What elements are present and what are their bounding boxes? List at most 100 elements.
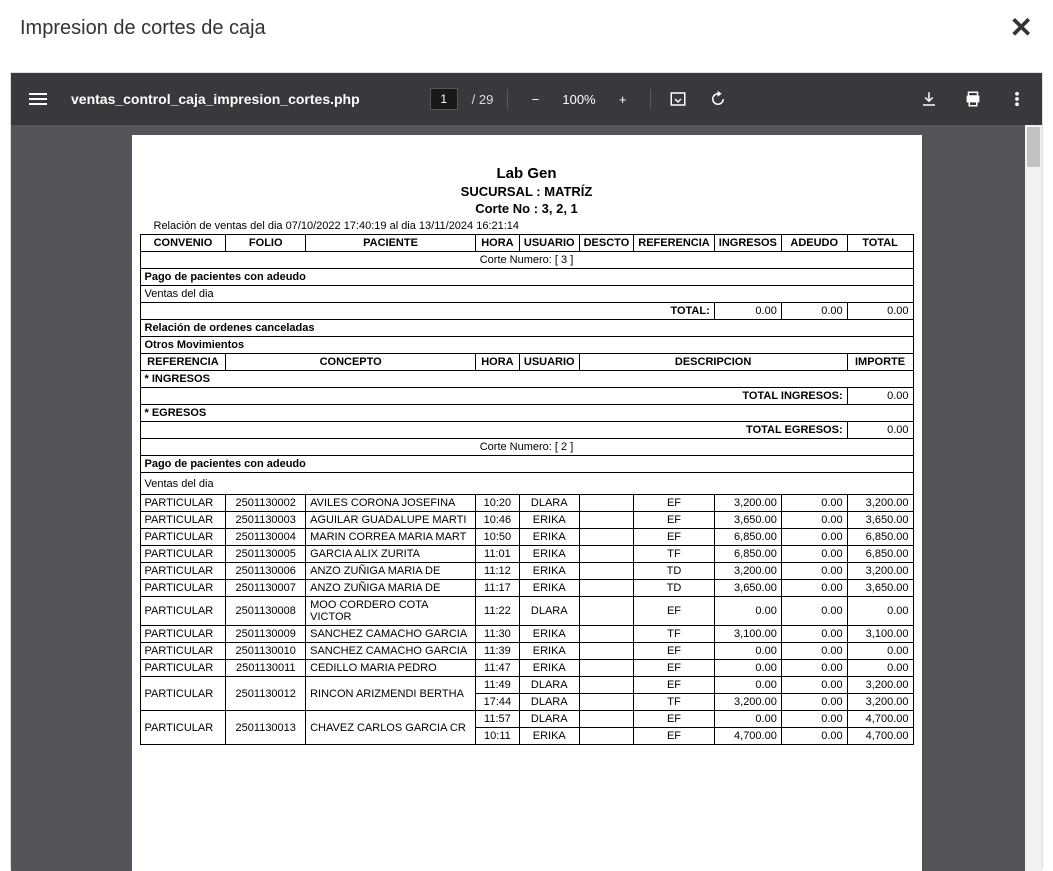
cell-convenio: PARTICULAR (140, 580, 226, 597)
cell-ref: EF (634, 711, 715, 728)
cell-adeudo: 0.00 (781, 677, 847, 694)
cell-folio: 2501130008 (226, 597, 306, 626)
col-descto: DESCTO (579, 235, 634, 252)
cell-convenio: PARTICULAR (140, 512, 226, 529)
cell-folio: 2501130006 (226, 563, 306, 580)
zoom-out-button[interactable]: − (522, 86, 548, 112)
print-icon[interactable] (960, 86, 986, 112)
cell-hora: 11:22 (475, 597, 519, 626)
cell-folio: 2501130003 (226, 512, 306, 529)
mov-col-usuario: USUARIO (519, 354, 579, 371)
cell-usuario: ERIKA (519, 728, 579, 745)
cell-ref: EF (634, 529, 715, 546)
cell-folio: 2501130012 (226, 677, 306, 711)
cell-total: 6,850.00 (847, 546, 913, 563)
cell-paciente: MOO CORDERO COTA VICTOR (306, 597, 476, 626)
cell-convenio: PARTICULAR (140, 529, 226, 546)
separator (650, 89, 651, 109)
close-icon[interactable]: ✕ (1010, 14, 1033, 42)
cell-paciente: SANCHEZ CAMACHO GARCIA (306, 626, 476, 643)
menu-icon[interactable] (23, 87, 53, 111)
cell-convenio: PARTICULAR (140, 495, 226, 512)
cell-ingresos: 0.00 (714, 660, 781, 677)
cell-usuario: DLARA (519, 694, 579, 711)
cell-ingresos: 4,700.00 (714, 728, 781, 745)
doc-corte-no: Corte No : 3, 2, 1 (140, 201, 914, 216)
pdf-body[interactable]: Lab Gen SUCURSAL : MATRÍZ Corte No : 3, … (11, 125, 1042, 871)
cell-adeudo: 0.00 (781, 694, 847, 711)
col-adeudo: ADEUDO (781, 235, 847, 252)
cell-adeudo: 0.00 (781, 626, 847, 643)
cell-hora: 10:50 (475, 529, 519, 546)
report-table: CONVENIO FOLIO PACIENTE HORA USUARIO DES… (140, 234, 914, 745)
cell-convenio: PARTICULAR (140, 660, 226, 677)
cell-ref: EF (634, 643, 715, 660)
total-adeudo-value: 0.00 (781, 303, 847, 320)
cell-folio: 2501130004 (226, 529, 306, 546)
cell-paciente: RINCON ARIZMENDI BERTHA (306, 677, 476, 711)
modal-title: Impresion de cortes de caja (20, 17, 266, 40)
cell-total: 4,700.00 (847, 728, 913, 745)
cell-descto (579, 495, 634, 512)
section-canceladas: Relación de ordenes canceladas (140, 320, 913, 337)
cell-ref: TF (634, 546, 715, 563)
cell-ref: TF (634, 694, 715, 711)
cell-total: 4,700.00 (847, 711, 913, 728)
mov-ingresos-value: 0.00 (847, 388, 913, 405)
table-row: PARTICULAR2501130010SANCHEZ CAMACHO GARC… (140, 643, 913, 660)
cell-ref: EF (634, 660, 715, 677)
download-icon[interactable] (916, 86, 942, 112)
separator (507, 89, 508, 109)
rotate-icon[interactable] (705, 86, 731, 112)
cell-usuario: ERIKA (519, 529, 579, 546)
total-label: TOTAL: (140, 303, 714, 320)
cell-adeudo: 0.00 (781, 643, 847, 660)
col-folio: FOLIO (226, 235, 306, 252)
document-filename: ventas_control_caja_impresion_cortes.php (71, 91, 360, 107)
mov-col-concepto: CONCEPTO (226, 354, 476, 371)
cell-adeudo: 0.00 (781, 495, 847, 512)
cell-paciente: GARCIA ALIX ZURITA (306, 546, 476, 563)
col-convenio: CONVENIO (140, 235, 226, 252)
cell-folio: 2501130005 (226, 546, 306, 563)
fit-page-icon[interactable] (665, 86, 691, 112)
cell-ingresos: 3,650.00 (714, 512, 781, 529)
cell-descto (579, 728, 634, 745)
cell-total: 3,200.00 (847, 694, 913, 711)
cell-total: 6,850.00 (847, 529, 913, 546)
cell-convenio: PARTICULAR (140, 677, 226, 711)
cell-ingresos: 3,650.00 (714, 580, 781, 597)
page-number-input[interactable] (430, 88, 458, 110)
cell-usuario: ERIKA (519, 643, 579, 660)
more-icon[interactable] (1004, 86, 1030, 112)
cell-ingresos: 3,200.00 (714, 563, 781, 580)
table-row: PARTICULAR2501130006ANZO ZUÑIGA MARIA DE… (140, 563, 913, 580)
cell-adeudo: 0.00 (781, 580, 847, 597)
cell-adeudo: 0.00 (781, 512, 847, 529)
page-total: / 29 (472, 92, 494, 107)
cell-usuario: ERIKA (519, 546, 579, 563)
section-pago-adeudo-2: Pago de pacientes con adeudo (140, 456, 913, 473)
scrollbar[interactable] (1025, 125, 1042, 871)
table-row: PARTICULAR2501130005GARCIA ALIX ZURITA11… (140, 546, 913, 563)
cell-hora: 11:57 (475, 711, 519, 728)
zoom-in-button[interactable]: + (610, 86, 636, 112)
cell-ref: EF (634, 512, 715, 529)
col-usuario: USUARIO (519, 235, 579, 252)
total-ingresos-label: TOTAL INGRESOS: (140, 388, 847, 405)
cell-paciente: AVILES CORONA JOSEFINA (306, 495, 476, 512)
cell-descto (579, 529, 634, 546)
cell-adeudo: 0.00 (781, 546, 847, 563)
scrollbar-thumb[interactable] (1027, 127, 1040, 167)
mov-col-ref: REFERENCIA (140, 354, 226, 371)
cell-usuario: DLARA (519, 677, 579, 694)
cell-convenio: PARTICULAR (140, 626, 226, 643)
cell-total: 3,200.00 (847, 677, 913, 694)
cell-hora: 11:01 (475, 546, 519, 563)
cell-usuario: ERIKA (519, 626, 579, 643)
cell-total: 3,200.00 (847, 495, 913, 512)
cell-hora: 10:46 (475, 512, 519, 529)
total-total-value: 0.00 (847, 303, 913, 320)
cell-usuario: DLARA (519, 597, 579, 626)
cell-ref: EF (634, 728, 715, 745)
